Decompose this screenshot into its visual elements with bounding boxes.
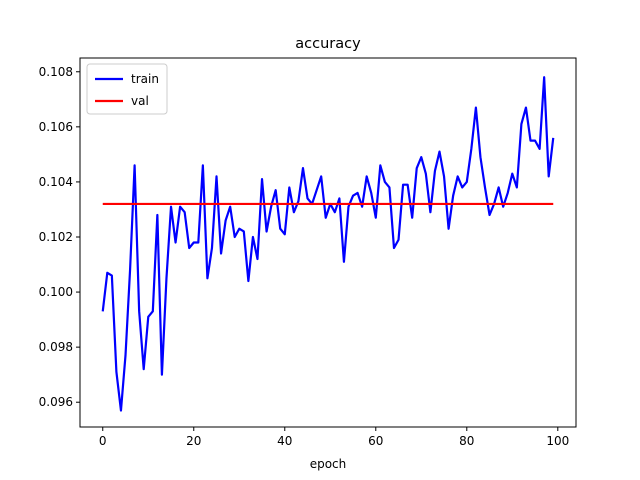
x-tick-label: 60 (368, 434, 383, 448)
x-tick-label: 0 (99, 434, 107, 448)
axes-frame (79, 57, 577, 428)
legend-label-train: train (131, 72, 159, 86)
x-tick-label: 40 (277, 434, 292, 448)
x-axis: 0 20 40 60 80 100 (99, 427, 569, 448)
y-tick-label: 0.098 (39, 340, 73, 354)
x-tick-label: 100 (546, 434, 569, 448)
series-line-train (101, 76, 555, 412)
plot-area (79, 57, 577, 428)
y-tick-label: 0.100 (39, 285, 73, 299)
legend: train val (86, 63, 168, 115)
legend-label-val: val (131, 94, 149, 108)
y-tick-label: 0.106 (39, 120, 73, 134)
y-tick-label: 0.108 (39, 65, 73, 79)
x-tick-label: 20 (186, 434, 201, 448)
x-tick-label: 80 (459, 434, 474, 448)
y-tick-label: 0.102 (39, 230, 73, 244)
y-tick-label: 0.104 (39, 175, 73, 189)
y-axis: 0.096 0.098 0.100 0.102 0.104 0.106 0.108 (39, 65, 80, 409)
x-axis-label: epoch (310, 457, 347, 471)
chart-title: accuracy (295, 36, 361, 52)
y-tick-label: 0.096 (39, 395, 73, 409)
